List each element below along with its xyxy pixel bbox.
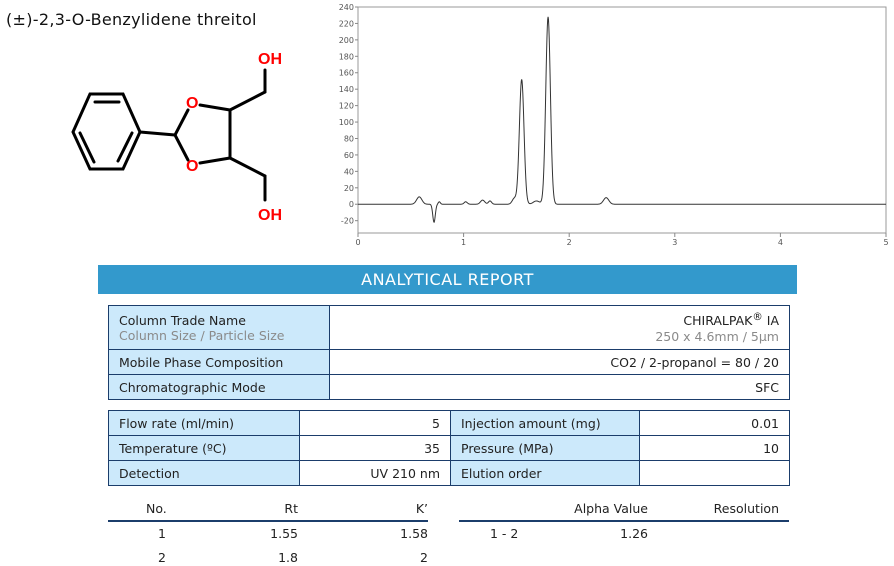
x-tick-label: 2 <box>567 238 572 247</box>
mode-value: SFC <box>329 374 790 400</box>
x-tick-label: 5 <box>883 238 888 247</box>
hydroxyl-group: OH <box>258 207 282 224</box>
mobile-phase-label: Mobile Phase Composition <box>108 349 330 375</box>
y-tick-label: 0 <box>349 200 354 209</box>
y-tick-label: 140 <box>339 85 354 94</box>
chromatogram-chart: 0 1 2 3 4 5 -20 0 20 40 60 80 100 120 140 160 180 200 220 2… <box>339 3 889 247</box>
report-title-banner: ANALYTICAL REPORT <box>98 265 797 294</box>
result-no: 2 <box>158 550 166 565</box>
condition-value: 5 <box>299 410 451 436</box>
condition-value: 10 <box>639 435 790 461</box>
y-tick-label: 40 <box>344 167 354 176</box>
result-k: 2 <box>420 550 428 565</box>
column-info-table: Column Trade Name Column Size / Particle … <box>108 305 790 400</box>
y-tick-label: 220 <box>339 19 354 28</box>
conditions-table: Flow rate (ml/min) 5 Injection amount (mg)… <box>108 410 790 486</box>
condition-value: 0.01 <box>639 410 790 436</box>
hydroxyl-group: OH <box>258 51 282 68</box>
divider <box>459 520 789 522</box>
y-tick-label: 120 <box>339 102 354 111</box>
header-k: K’ <box>415 501 428 516</box>
condition-value: 35 <box>299 435 451 461</box>
mode-label: Chromatographic Mode <box>108 374 330 400</box>
benzene-ring <box>71 92 142 171</box>
molecule-structure: O O OH OH <box>71 51 282 224</box>
condition-label: Temperature (ºC) <box>108 435 300 461</box>
alpha-pair: 1 - 2 <box>490 526 519 541</box>
condition-label: Elution order <box>450 460 640 486</box>
condition-value: UV 210 nm <box>299 460 451 486</box>
x-tick-label: 3 <box>672 238 677 247</box>
divider <box>108 520 428 522</box>
x-tick-label: 0 <box>355 238 360 247</box>
condition-value <box>639 460 790 486</box>
y-tick-label: 20 <box>344 184 354 193</box>
x-tick-label: 1 <box>461 238 466 247</box>
result-rt: 1.55 <box>270 526 298 541</box>
plot-frame <box>357 6 887 234</box>
result-no: 1 <box>158 526 166 541</box>
header-no: No. <box>146 501 167 516</box>
result-rt: 1.8 <box>278 550 298 565</box>
y-tick-label: 200 <box>339 36 354 45</box>
column-value-cell: CHIRALPAK® IA 250 x 4.6mm / 5µm <box>329 305 790 350</box>
x-tick-label: 4 <box>778 238 783 247</box>
oxygen-atom: O <box>186 95 198 112</box>
y-tick-label: 240 <box>339 3 354 12</box>
alpha-value: 1.26 <box>620 526 648 541</box>
header-alpha: Alpha Value <box>574 501 648 516</box>
condition-label: Injection amount (mg) <box>450 410 640 436</box>
column-label-cell: Column Trade Name Column Size / Particle … <box>108 305 330 350</box>
header-rt: Rt <box>284 501 298 516</box>
condition-label: Detection <box>108 460 300 486</box>
mobile-phase-value: CO2 / 2-propanol = 80 / 20 <box>329 349 790 375</box>
chromatogram-trace <box>358 16 886 223</box>
result-k: 1.58 <box>400 526 428 541</box>
compound-name: (±)-2,3-O-Benzylidene threitol <box>6 10 257 29</box>
y-tick-label: 180 <box>339 52 354 61</box>
condition-label: Flow rate (ml/min) <box>108 410 300 436</box>
header-resolution: Resolution <box>713 501 779 516</box>
y-tick-label: 160 <box>339 69 354 78</box>
oxygen-atom: O <box>186 158 198 175</box>
y-tick-label: 80 <box>344 134 354 143</box>
y-tick-label: -20 <box>341 217 354 226</box>
condition-label: Pressure (MPa) <box>450 435 640 461</box>
y-tick-label: 60 <box>344 151 354 160</box>
y-tick-label: 100 <box>339 118 354 127</box>
